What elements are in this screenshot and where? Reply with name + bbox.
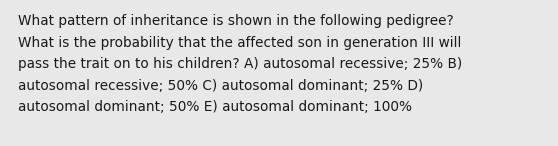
Text: autosomal dominant; 50% E) autosomal dominant; 100%: autosomal dominant; 50% E) autosomal dom… bbox=[18, 100, 412, 114]
Text: autosomal recessive; 50% C) autosomal dominant; 25% D): autosomal recessive; 50% C) autosomal do… bbox=[18, 79, 424, 93]
Text: What is the probability that the affected son in generation III will: What is the probability that the affecte… bbox=[18, 35, 461, 49]
Text: pass the trait on to his children? A) autosomal recessive; 25% B): pass the trait on to his children? A) au… bbox=[18, 57, 462, 71]
Text: What pattern of inheritance is shown in the following pedigree?: What pattern of inheritance is shown in … bbox=[18, 14, 454, 28]
